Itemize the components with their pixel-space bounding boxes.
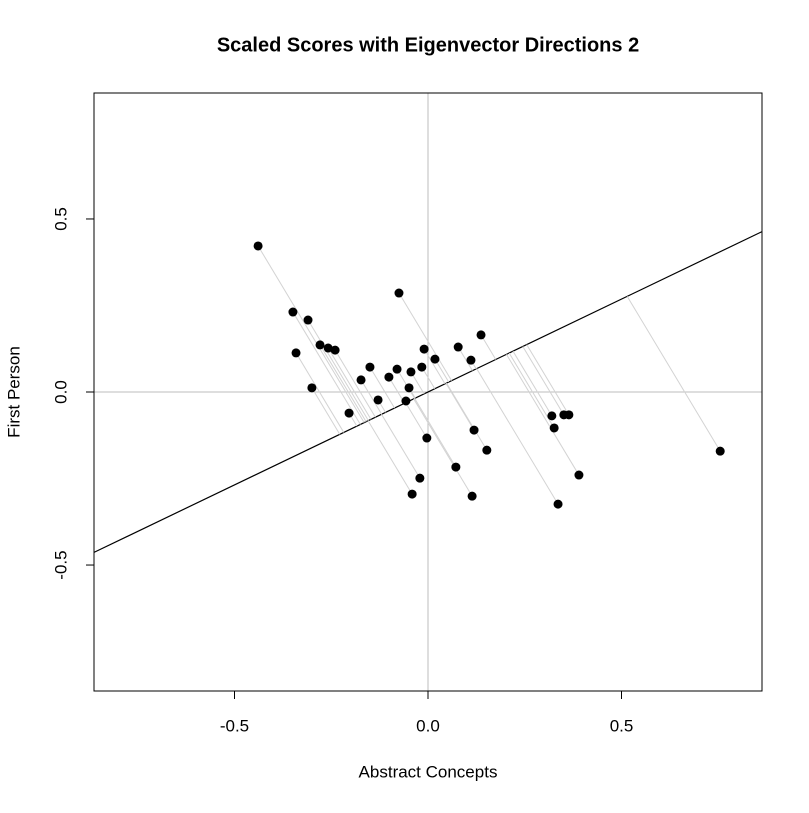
point [291, 348, 301, 358]
point [392, 364, 402, 374]
point [323, 343, 333, 353]
y-tick-label: 0.0 [51, 380, 70, 404]
point [401, 396, 411, 406]
projection-line [398, 292, 453, 381]
eigenvector-line [93, 231, 763, 553]
point [430, 354, 440, 364]
projection-line [405, 402, 428, 439]
projection-line [327, 347, 372, 420]
point [356, 375, 366, 385]
projection-line [423, 348, 446, 385]
projection-line [292, 311, 361, 425]
projection-line [457, 346, 473, 371]
x-tick-label: 0.0 [416, 716, 440, 735]
point [407, 489, 417, 499]
point [404, 383, 414, 393]
point [415, 473, 425, 483]
projection-line [307, 319, 369, 421]
point [469, 425, 479, 435]
projection-line [414, 398, 457, 468]
point [574, 470, 584, 480]
point [406, 367, 416, 377]
point [466, 355, 476, 365]
projection-line [367, 420, 413, 495]
point [419, 344, 429, 354]
point [373, 395, 383, 405]
projection-line [445, 383, 475, 431]
point [417, 362, 427, 372]
projection-line [508, 352, 555, 429]
point [482, 445, 492, 455]
point [476, 330, 486, 340]
projection-line [319, 344, 367, 422]
projection-line [512, 350, 553, 417]
x-tick-label: 0.5 [610, 716, 634, 735]
projection-line [446, 382, 488, 451]
projection-line [476, 368, 559, 505]
point [467, 491, 477, 501]
point [344, 408, 354, 418]
projection-line [506, 354, 580, 476]
projection-line [369, 366, 395, 409]
point [330, 345, 340, 355]
projection-line [334, 349, 376, 418]
projection-line [522, 346, 565, 416]
point [365, 362, 375, 372]
chart-title: Scaled Scores with Eigenvector Direction… [217, 34, 639, 56]
point [384, 372, 394, 382]
point [253, 241, 263, 251]
projection-line [626, 296, 721, 452]
y-axis-label: First Person [4, 346, 23, 438]
projection-line [257, 245, 365, 423]
point [715, 446, 725, 456]
projection-line [360, 379, 383, 415]
x-tick-label: -0.5 [220, 716, 249, 735]
point [453, 342, 463, 352]
projection-line [413, 398, 473, 497]
projection-line [311, 387, 341, 435]
point [394, 288, 404, 298]
point [451, 462, 461, 472]
x-axis-label: Abstract Concepts [359, 762, 498, 781]
point [547, 411, 557, 421]
point [564, 410, 574, 420]
y-tick-label: 0.5 [51, 207, 70, 231]
projection-line [480, 334, 497, 360]
point [553, 499, 563, 509]
projection-line [381, 414, 421, 479]
point [303, 315, 313, 325]
projection-line [526, 344, 570, 416]
point [288, 307, 298, 317]
point [422, 433, 432, 443]
point [315, 340, 325, 350]
projection-line [295, 352, 345, 433]
y-tick-label: -0.5 [51, 550, 70, 579]
plot-frame [93, 92, 763, 692]
point [307, 383, 317, 393]
point [549, 423, 559, 433]
projection-line [396, 368, 416, 399]
